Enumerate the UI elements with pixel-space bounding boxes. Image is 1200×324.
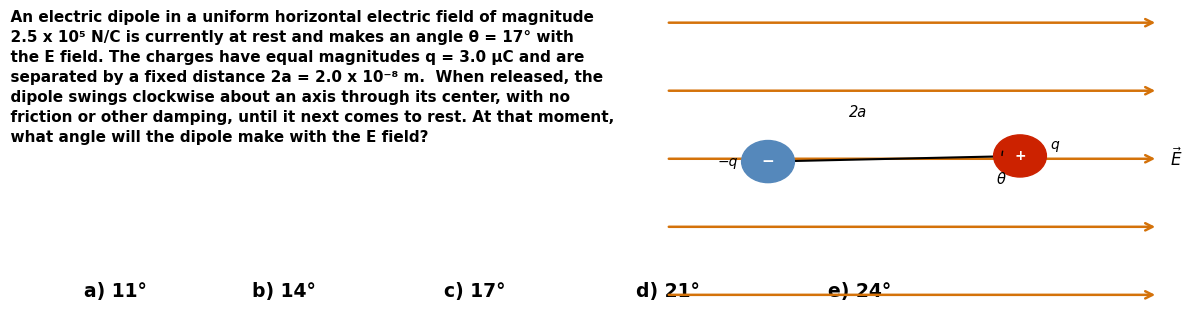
Text: −q: −q (718, 155, 738, 168)
Text: 2a: 2a (848, 105, 868, 120)
Text: $\theta$: $\theta$ (996, 171, 1007, 187)
Text: −: − (762, 154, 774, 169)
Ellipse shape (994, 135, 1046, 177)
Text: b) 14°: b) 14° (252, 282, 316, 301)
Text: $\vec{E}$: $\vec{E}$ (1170, 147, 1182, 170)
Text: c) 17°: c) 17° (444, 282, 505, 301)
Text: d) 21°: d) 21° (636, 282, 700, 301)
Text: +: + (1014, 149, 1026, 163)
Text: e) 24°: e) 24° (828, 282, 892, 301)
Text: q: q (1050, 138, 1058, 152)
Text: An electric dipole in a uniform horizontal electric field of magnitude
  2.5 x 1: An electric dipole in a uniform horizont… (0, 10, 614, 145)
Ellipse shape (742, 141, 794, 183)
Text: a) 11°: a) 11° (84, 282, 146, 301)
